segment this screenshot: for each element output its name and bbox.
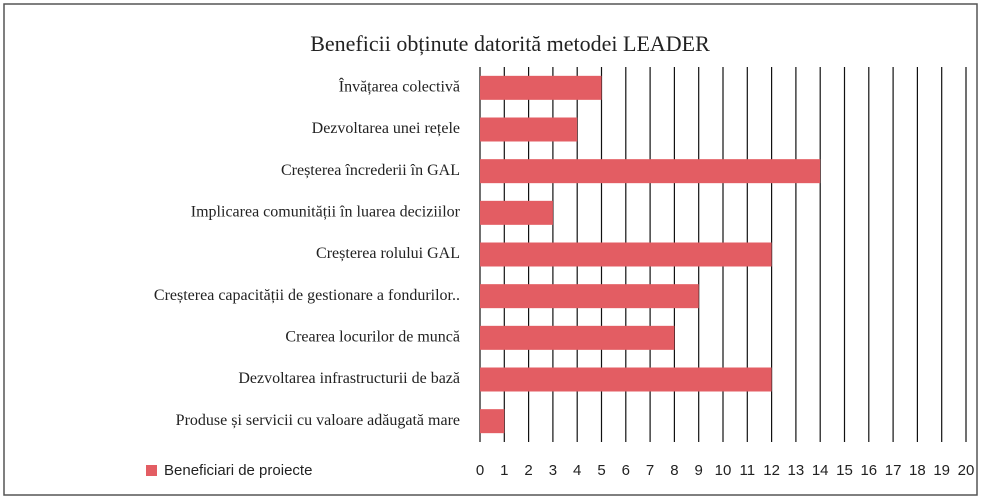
chart-title: Beneficii obținute datorită metodei LEAD… [310,31,710,56]
x-tick-label: 5 [597,462,605,479]
x-tick-label: 17 [885,462,902,479]
x-tick-label: 14 [812,462,829,479]
x-tick-label: 11 [740,462,756,479]
bar [480,284,699,309]
x-tick-label: 8 [670,462,678,479]
bar [480,117,578,142]
x-tick-label: 12 [763,462,780,479]
x-tick-label: 2 [524,462,532,479]
x-tick-label: 15 [836,462,853,479]
x-tick-label: 19 [933,462,950,479]
bar [480,367,772,392]
x-tick-label: 3 [549,462,557,479]
y-tick-label: Dezvoltarea infrastructurii de bază [238,370,460,387]
y-tick-label: Crearea locurilor de muncă [285,329,460,346]
legend-label: Beneficiari de proiecte [164,462,312,479]
bar [480,325,675,350]
bar [480,75,602,100]
x-tick-label: 13 [788,462,805,479]
bar [480,200,553,225]
x-tick-label: 7 [646,462,654,479]
x-tick-label: 0 [476,462,484,479]
y-tick-label: Învățarea colectivă [339,77,460,96]
x-tick-label: 6 [622,462,630,479]
chart-frame [3,3,978,496]
x-tick-label: 16 [860,462,877,479]
x-tick-label: 20 [958,462,975,479]
x-tick-label: 9 [695,462,703,479]
y-tick-label: Dezvoltarea unei rețele [312,120,460,137]
legend-swatch [146,465,157,476]
x-tick-label: 10 [715,462,732,479]
x-tick-label: 4 [573,462,581,479]
bar [480,159,821,184]
y-tick-label: Produse și servicii cu valoare adăugată … [176,412,460,429]
y-tick-label: Creșterea încrederii în GAL [281,162,460,179]
x-tick-label: 18 [909,462,926,479]
y-tick-label: Creșterea capacității de gestionare a fo… [154,287,460,304]
y-tick-label: Creșterea rolului GAL [316,245,460,262]
bar [480,242,772,267]
bar [480,409,505,434]
y-tick-label: Implicarea comunității în luarea decizii… [191,204,461,221]
x-tick-label: 1 [500,462,508,479]
